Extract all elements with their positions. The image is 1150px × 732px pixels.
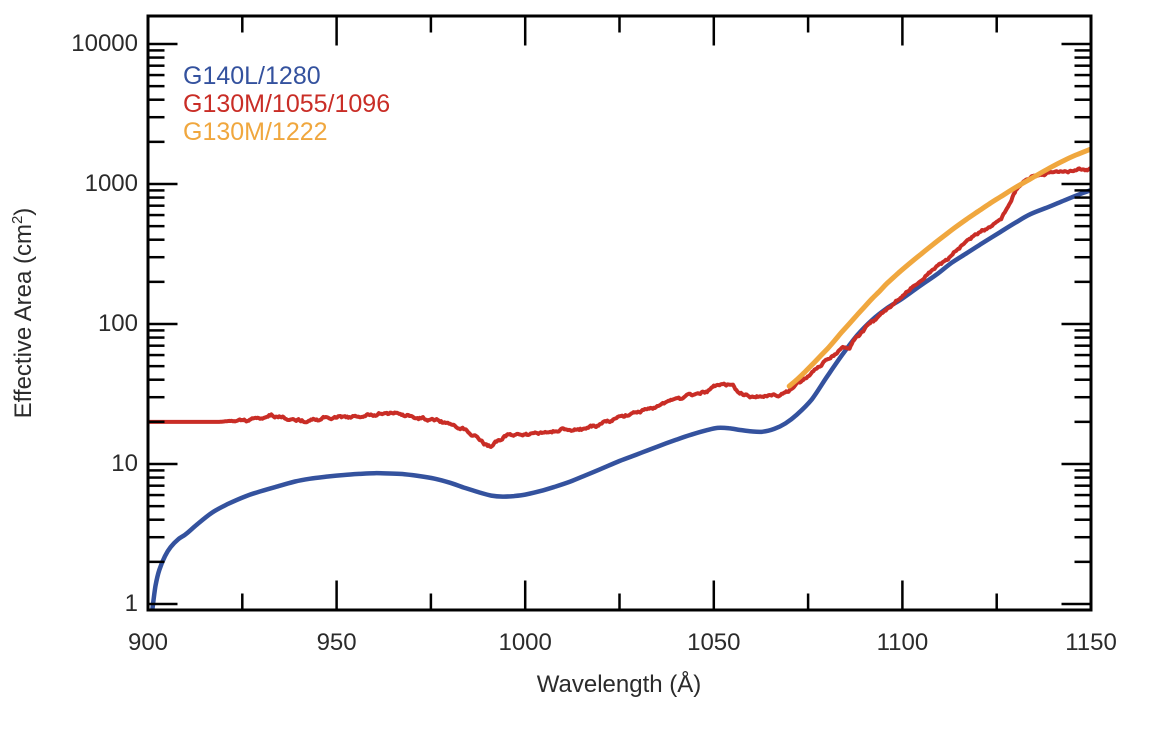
legend-label-g140l-1280: G140L/1280 [183,62,321,90]
legend-item-g140l-1280: G140L/1280 [183,62,390,90]
y-tick-label-10000: 10000 [71,30,138,57]
x-tick-label-950: 950 [316,629,357,656]
legend: G140L/1280 G130M/1055/1096 G130M/1222 [183,62,390,146]
series-curves [149,146,1090,609]
series-curve-g130m-1222 [786,146,1090,389]
x-tick-label-900: 900 [127,629,169,656]
plot-border [146,14,1093,612]
y-tick-label-1: 1 [124,590,138,617]
x-tick-label-1100: 1100 [876,629,929,656]
legend-item-g130m-1055-1096: G130M/1055/1096 [183,90,390,118]
series-curve-g130m-1055-1096 [149,166,1090,449]
x-tick-label-1150: 1150 [1065,629,1117,656]
axis-ticks [146,17,1093,609]
y-tick-label-10: 10 [111,450,138,477]
x-axis-label: Wavelength (Å) [536,671,702,698]
y-tick-label-1000: 1000 [84,170,138,197]
x-tick-label-1050: 1050 [687,629,741,656]
legend-label-g130m-1222: G130M/1222 [183,118,328,146]
legend-label-g130m-1055-1096: G130M/1055/1096 [183,90,391,118]
legend-item-g130m-1222: G130M/1222 [183,118,390,146]
series-curve-g140l-1280 [150,188,1090,609]
x-tick-label-1000: 1000 [498,629,552,656]
y-tick-label-100: 100 [97,310,138,337]
